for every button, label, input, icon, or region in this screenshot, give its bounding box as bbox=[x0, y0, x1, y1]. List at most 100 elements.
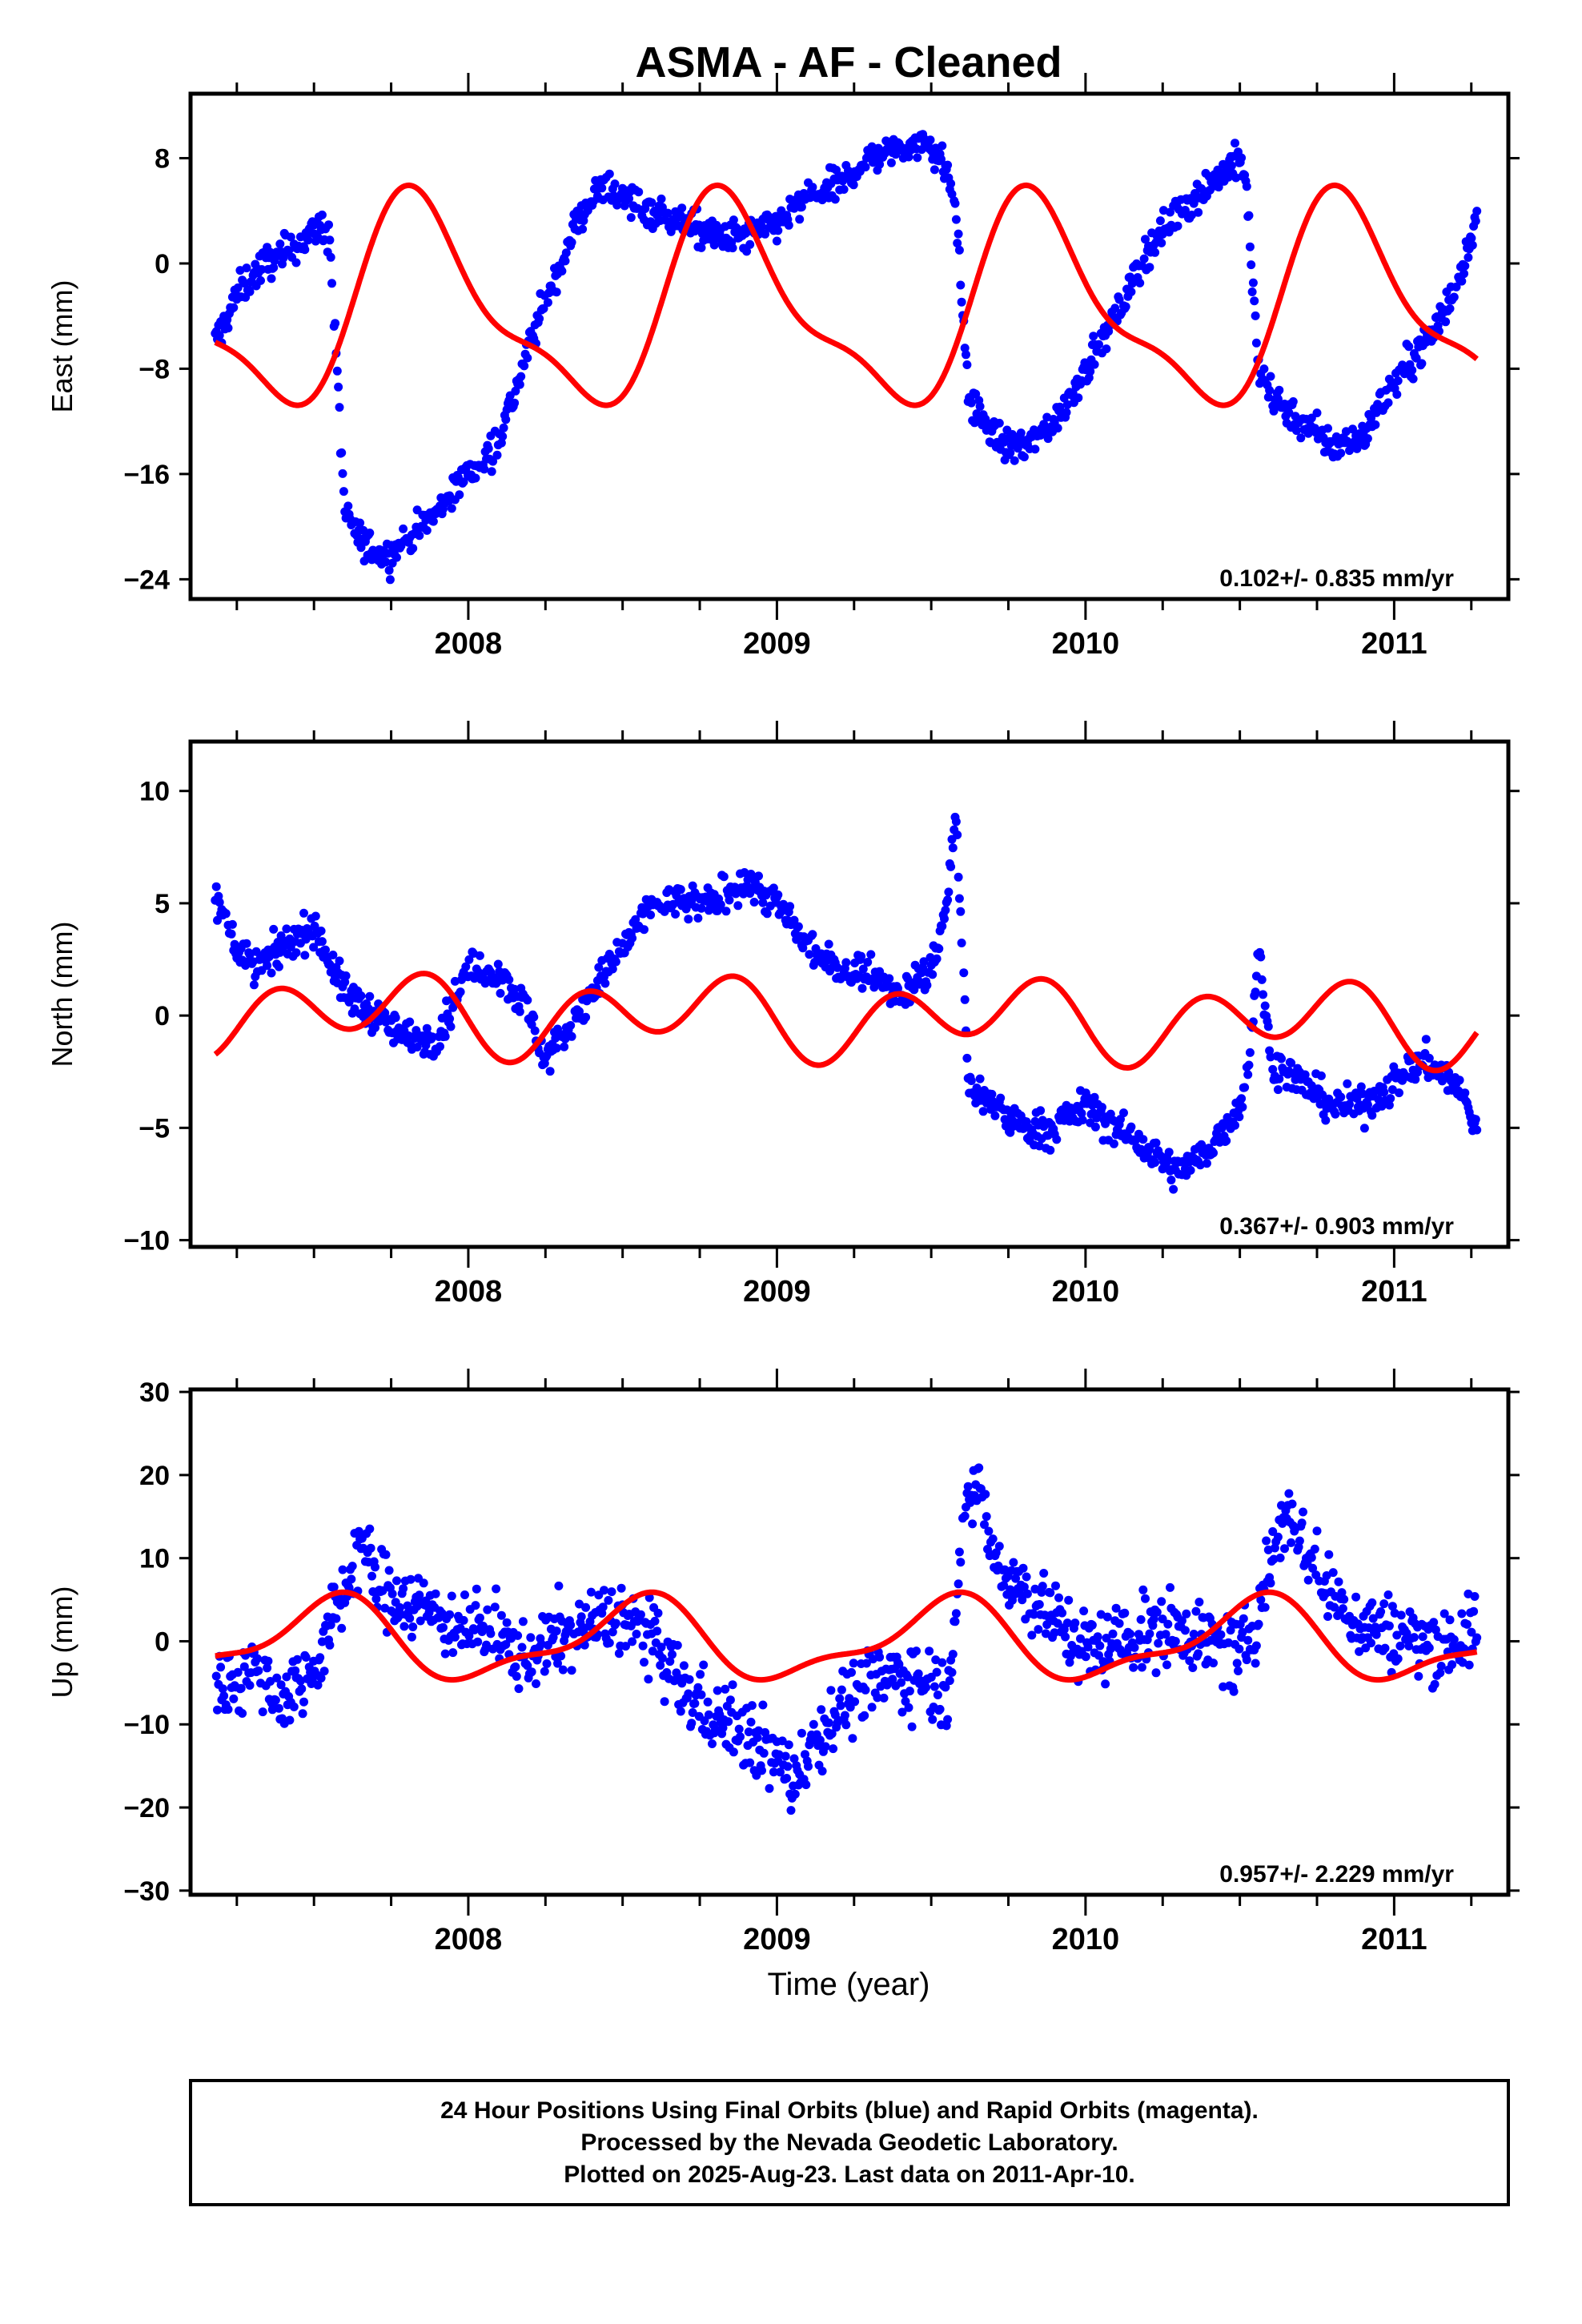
data-point bbox=[769, 883, 778, 893]
data-point bbox=[1102, 1634, 1111, 1642]
data-point bbox=[904, 152, 913, 162]
data-point bbox=[1254, 1619, 1263, 1629]
data-point bbox=[586, 1587, 596, 1597]
data-point bbox=[1266, 1578, 1275, 1588]
data-point bbox=[932, 1667, 942, 1677]
data-point bbox=[545, 1067, 555, 1076]
data-point bbox=[456, 987, 465, 997]
data-point bbox=[1330, 1602, 1339, 1612]
data-point bbox=[951, 817, 961, 826]
data-point bbox=[772, 236, 781, 246]
data-point bbox=[488, 456, 498, 466]
data-point bbox=[677, 203, 687, 213]
data-point bbox=[1126, 1122, 1136, 1132]
data-point bbox=[688, 881, 697, 891]
data-point bbox=[1150, 1158, 1160, 1168]
data-point bbox=[1367, 1598, 1377, 1607]
data-point bbox=[604, 169, 614, 179]
data-point bbox=[1467, 1627, 1476, 1637]
data-point bbox=[242, 263, 251, 273]
data-point bbox=[1251, 1659, 1260, 1668]
data-point bbox=[594, 963, 604, 972]
data-point bbox=[229, 1694, 239, 1703]
data-point bbox=[1019, 452, 1029, 462]
data-point bbox=[626, 213, 636, 223]
data-point bbox=[300, 245, 310, 255]
data-point bbox=[274, 962, 283, 971]
data-point bbox=[490, 1602, 500, 1612]
data-point bbox=[647, 198, 656, 207]
model-curve bbox=[213, 182, 1479, 408]
data-point bbox=[1379, 1088, 1389, 1097]
data-point bbox=[242, 939, 251, 948]
data-point bbox=[1469, 1606, 1479, 1616]
data-point bbox=[835, 1694, 845, 1703]
data-point bbox=[1058, 1608, 1067, 1618]
data-point bbox=[668, 1650, 677, 1659]
data-point bbox=[328, 951, 338, 959]
y-tick-label: −30 bbox=[123, 1876, 170, 1907]
data-point bbox=[801, 1780, 811, 1790]
data-point bbox=[213, 915, 222, 925]
data-point bbox=[1154, 1638, 1163, 1648]
data-point bbox=[849, 180, 858, 190]
data-point bbox=[1229, 1687, 1239, 1696]
panel-east: 8 0 −8 −16 −24 2008 2009 2010 2011 East (mm) 0.102… bbox=[46, 73, 1520, 661]
data-point bbox=[325, 1640, 335, 1650]
data-point bbox=[797, 1728, 806, 1738]
data-point bbox=[1417, 359, 1427, 368]
x-tick-label: 2008 bbox=[435, 1923, 503, 1956]
data-point bbox=[1098, 1103, 1106, 1112]
data-point bbox=[684, 1689, 693, 1699]
data-point bbox=[1404, 1641, 1414, 1651]
data-point bbox=[1275, 385, 1284, 395]
data-point bbox=[687, 1719, 697, 1728]
data-point bbox=[652, 1626, 662, 1636]
data-point bbox=[514, 1684, 524, 1694]
data-point bbox=[530, 1026, 540, 1035]
data-point bbox=[529, 1012, 539, 1022]
data-point bbox=[566, 1021, 576, 1030]
data-point bbox=[1209, 1148, 1218, 1158]
data-point bbox=[962, 350, 970, 360]
y-tick-label: −10 bbox=[123, 1226, 170, 1256]
data-point bbox=[1074, 393, 1083, 403]
data-point bbox=[1323, 424, 1332, 433]
data-point bbox=[1248, 278, 1258, 287]
data-point bbox=[624, 194, 634, 203]
data-point bbox=[1468, 240, 1477, 250]
data-point bbox=[644, 1675, 653, 1684]
data-point bbox=[934, 944, 944, 954]
data-point bbox=[769, 1767, 778, 1777]
data-point bbox=[331, 319, 340, 328]
data-point bbox=[797, 203, 806, 211]
data-points bbox=[211, 130, 1482, 585]
data-point bbox=[299, 1697, 308, 1707]
data-point bbox=[460, 1590, 469, 1599]
data-point bbox=[326, 1620, 335, 1630]
model-curve bbox=[213, 1589, 1479, 1683]
data-point bbox=[1180, 1626, 1190, 1635]
data-point bbox=[581, 1012, 591, 1022]
data-point bbox=[1273, 1085, 1283, 1095]
data-point bbox=[930, 165, 939, 175]
data-point bbox=[650, 1616, 660, 1626]
data-point bbox=[1030, 1610, 1038, 1619]
data-point bbox=[1457, 276, 1467, 286]
data-point bbox=[656, 194, 666, 203]
data-point bbox=[406, 1574, 416, 1584]
data-point bbox=[493, 959, 503, 969]
data-point bbox=[317, 210, 327, 219]
data-point bbox=[987, 1089, 997, 1099]
data-point bbox=[1445, 1615, 1455, 1625]
data-point bbox=[809, 1719, 818, 1729]
data-point bbox=[1275, 1074, 1284, 1084]
data-point bbox=[316, 1674, 326, 1683]
data-point bbox=[725, 895, 734, 905]
data-point bbox=[338, 468, 347, 478]
data-point bbox=[238, 1709, 247, 1718]
data-point bbox=[1238, 1102, 1247, 1112]
data-point bbox=[1164, 1148, 1174, 1157]
data-point bbox=[1046, 1588, 1055, 1598]
data-point bbox=[1235, 1112, 1244, 1122]
